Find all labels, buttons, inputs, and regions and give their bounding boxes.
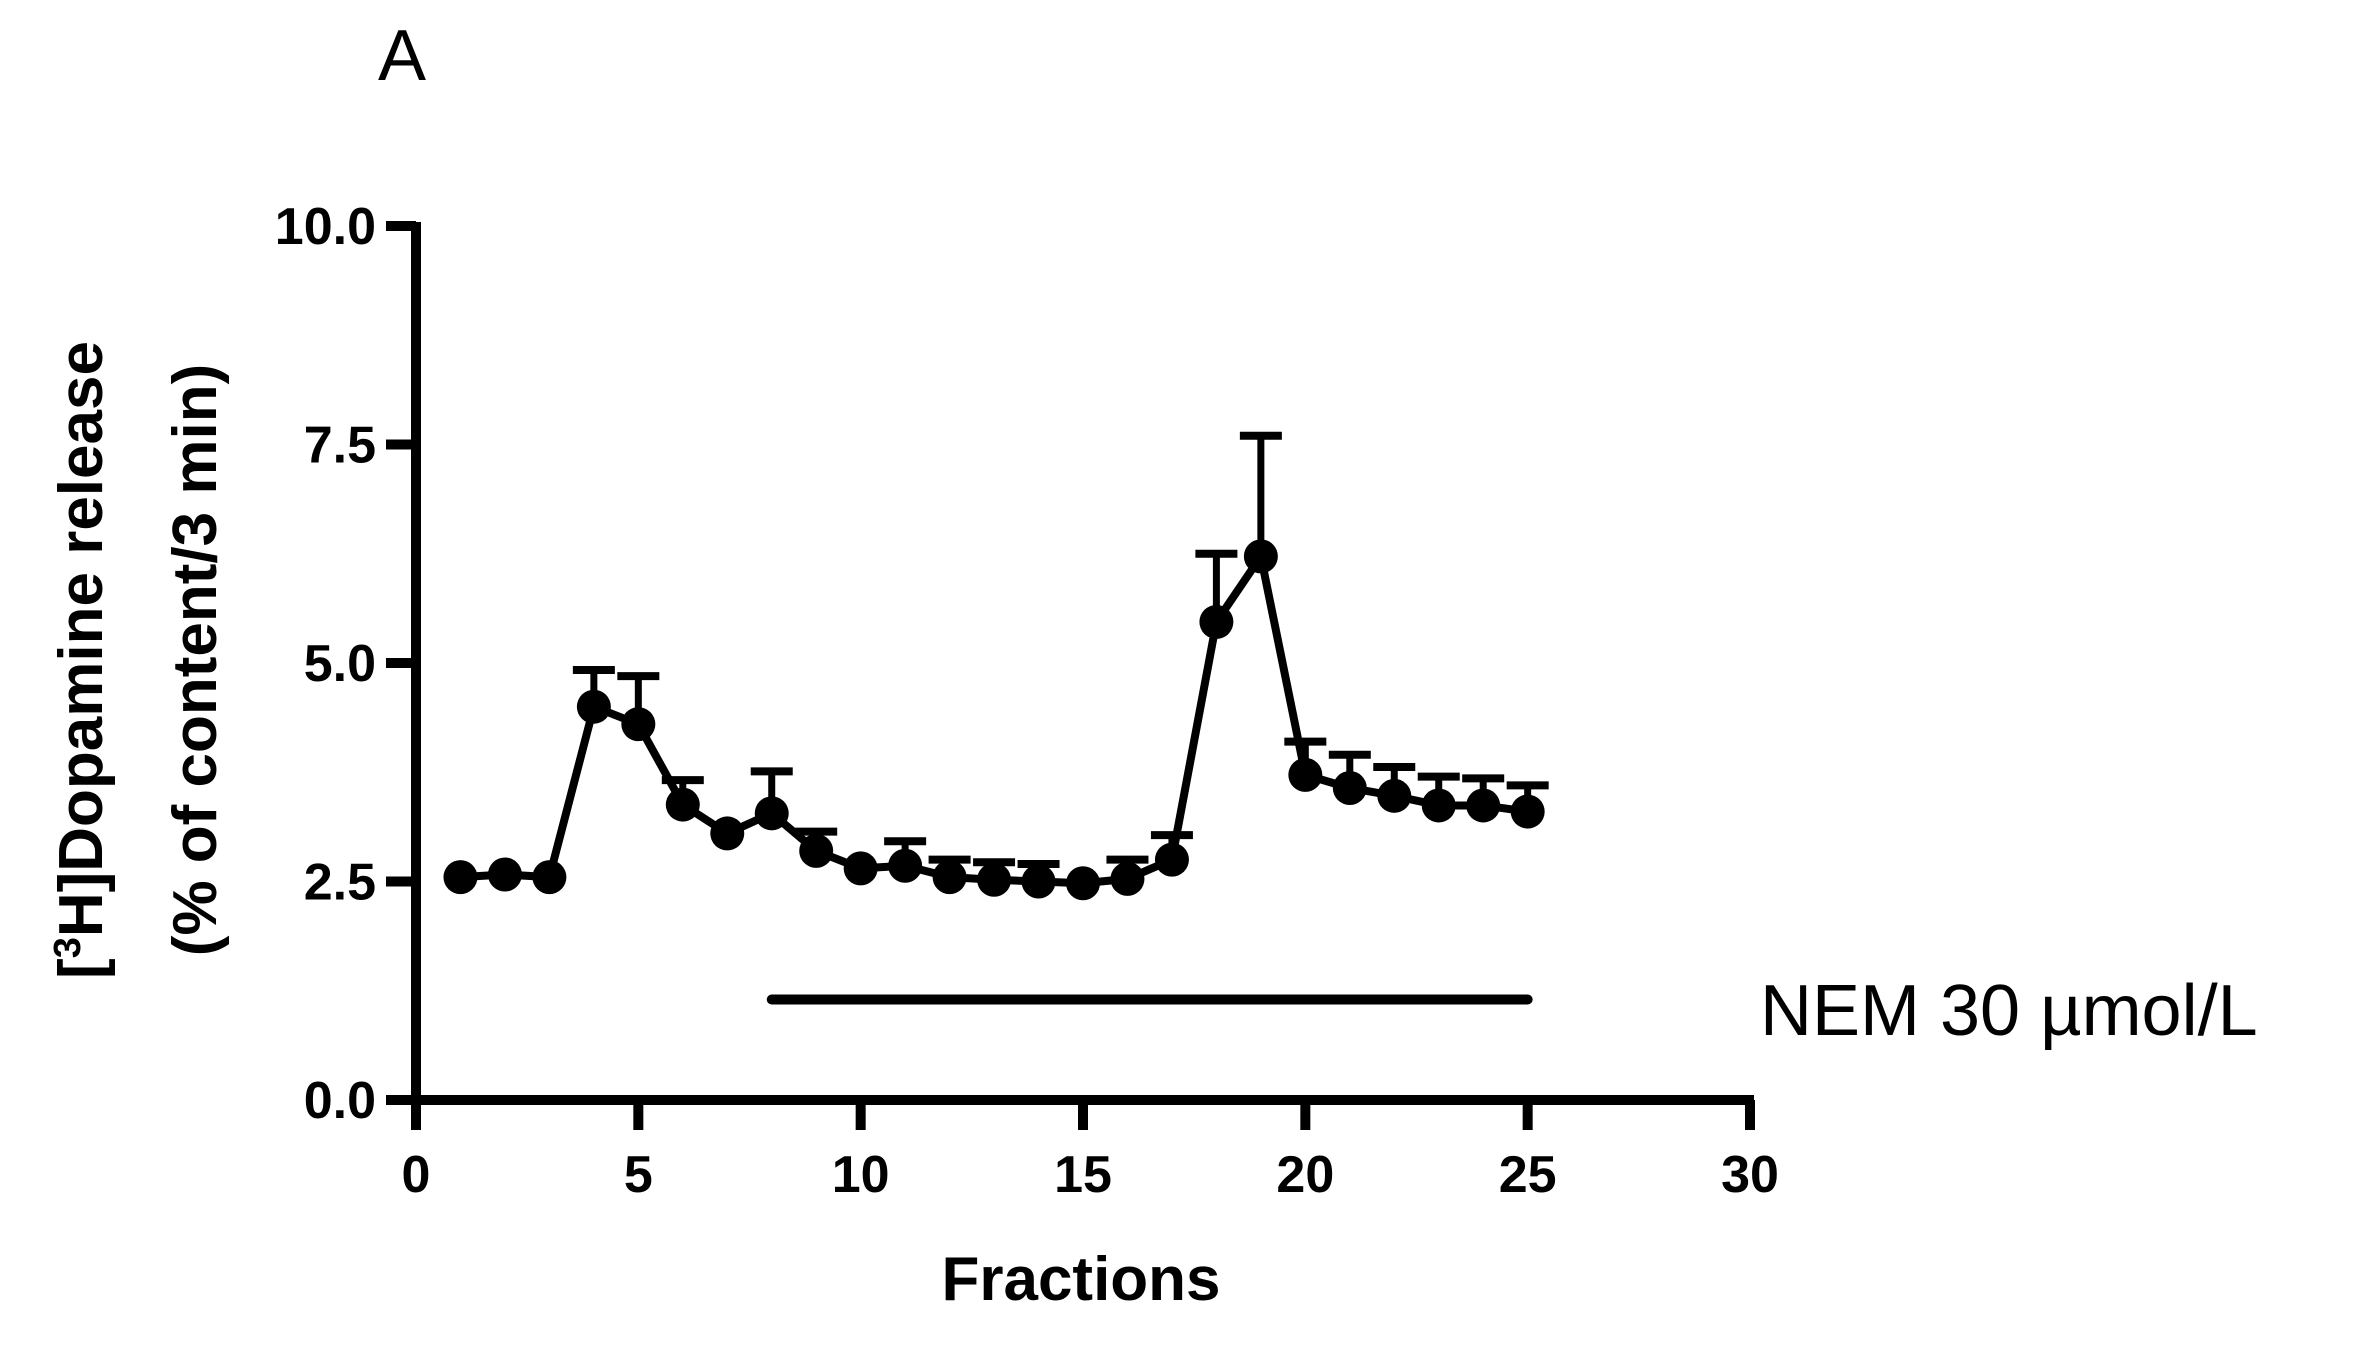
y-axis-title-line2: (% of content/3 min) xyxy=(161,364,230,956)
y-tick-label: 0.0 xyxy=(304,1072,376,1130)
data-point xyxy=(932,860,967,895)
data-point xyxy=(1199,604,1234,639)
data-point xyxy=(888,848,923,883)
y-axis-ticks: 0.0 2.5 5.0 7.5 10.0 xyxy=(275,198,416,1130)
data-point xyxy=(1154,842,1189,877)
data-point xyxy=(799,833,834,868)
x-axis-ticks: 0 5 10 15 20 25 30 xyxy=(402,1100,1779,1204)
data-point xyxy=(977,862,1012,897)
y-tick-label: 2.5 xyxy=(304,854,376,912)
data-point xyxy=(1243,539,1278,574)
data-point xyxy=(487,857,522,892)
data-point xyxy=(1510,794,1545,829)
treatment-label: NEM 30 µmol/L xyxy=(1760,971,2258,1051)
x-axis-title: Fractions xyxy=(941,1245,1220,1314)
data-series xyxy=(443,431,1549,901)
data-point xyxy=(1421,788,1456,823)
data-point xyxy=(843,851,878,886)
y-axis-title: [3H]Dopamine release (% of content/3 min… xyxy=(47,341,230,979)
data-point xyxy=(1377,778,1412,813)
data-point xyxy=(1332,770,1367,805)
data-point xyxy=(1021,864,1056,899)
data-point xyxy=(1466,788,1501,823)
x-tick-label: 20 xyxy=(1276,1146,1334,1204)
data-point xyxy=(1066,866,1100,901)
data-point xyxy=(710,816,745,851)
x-tick-label: 25 xyxy=(1499,1146,1557,1204)
data-point xyxy=(1110,861,1145,896)
data-point xyxy=(443,860,478,895)
panel-label: A xyxy=(378,16,426,96)
data-point xyxy=(576,689,611,724)
data-point xyxy=(665,787,700,822)
y-tick-label: 10.0 xyxy=(275,198,376,256)
x-tick-label: 10 xyxy=(832,1146,890,1204)
x-tick-label: 30 xyxy=(1721,1146,1779,1204)
x-tick-label: 0 xyxy=(402,1146,431,1204)
x-tick-label: 15 xyxy=(1054,1146,1112,1204)
series-line xyxy=(460,552,1529,888)
data-point xyxy=(532,860,567,895)
x-tick-label: 5 xyxy=(624,1146,653,1204)
y-axis-title-line1: [3H]Dopamine release xyxy=(47,341,116,979)
data-point xyxy=(1288,757,1323,792)
data-point xyxy=(621,707,656,742)
y-tick-label: 7.5 xyxy=(304,417,376,475)
axes xyxy=(411,222,1754,1105)
data-point xyxy=(754,796,789,831)
y-tick-label: 5.0 xyxy=(304,635,376,693)
